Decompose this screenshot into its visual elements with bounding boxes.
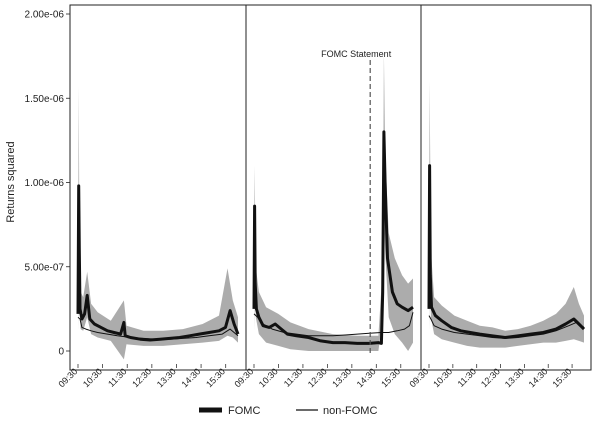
series-fomc-line xyxy=(252,130,414,345)
y-tick-label: 5.00e-07 xyxy=(25,262,65,273)
plot-border xyxy=(69,4,592,371)
y-axis-label: Returns squared xyxy=(5,141,17,222)
y-tick-label: 0 xyxy=(58,347,64,358)
panel-day-before: 09:30 10:30 11:30 12:30 13:30 14:30 15:30 xyxy=(56,86,240,389)
y-tick-label: 1.50e-06 xyxy=(25,94,65,105)
panels-layer: 09:30 10:30 11:30 12:30 13:30 14:30 15:30 09:30… xyxy=(56,52,586,389)
y-axis: 0 5.00e-07 1.00e-06 1.50e-06 2.00e-06 xyxy=(25,10,70,358)
plot-frame xyxy=(69,4,592,371)
legend: FOMC non-FOMC xyxy=(199,405,377,417)
series-fomc-line xyxy=(427,164,586,339)
fomc-statement-annotation: FOMC Statement xyxy=(321,49,392,59)
confidence-band xyxy=(78,86,238,360)
series-fomc-line xyxy=(76,184,240,342)
panel-day-after: 09:30 10:30 11:30 12:30 13:30 14:30 15:30 xyxy=(407,81,586,389)
panel-FOMC-day: 09:30 10:30 11:30 12:30 13:30 14:30 15:30 xyxy=(232,52,414,389)
y-tick-label: 1.00e-06 xyxy=(25,178,65,189)
legend-fomc-label: FOMC xyxy=(228,405,260,417)
confidence-band xyxy=(429,81,584,348)
confidence-band xyxy=(254,52,413,352)
legend-nonfomc-label: non-FOMC xyxy=(323,405,377,417)
y-tick-label: 2.00e-06 xyxy=(25,10,65,21)
